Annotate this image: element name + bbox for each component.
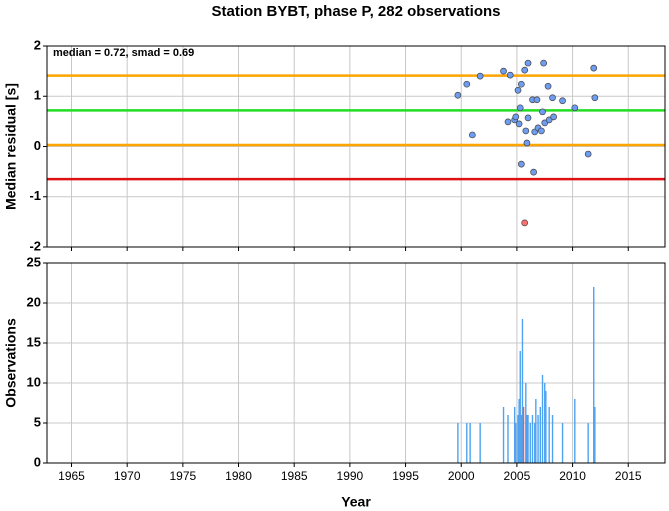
point bbox=[504, 118, 512, 126]
x-tick-label: 1985 bbox=[281, 469, 308, 483]
point bbox=[530, 168, 537, 176]
point bbox=[521, 66, 529, 74]
x-tick-label: 2015 bbox=[615, 469, 642, 483]
point bbox=[514, 86, 522, 94]
x-tick-label: 2010 bbox=[559, 469, 586, 483]
point bbox=[515, 120, 523, 128]
x-tick-label: 2005 bbox=[504, 469, 531, 483]
y-tick-label: -2 bbox=[29, 238, 41, 253]
x-tick-label: 1980 bbox=[225, 469, 252, 483]
x-tick-label: 1995 bbox=[392, 469, 419, 483]
y-tick-label: 10 bbox=[27, 374, 41, 389]
point bbox=[584, 150, 592, 158]
chart-title: Station BYBT, phase P, 282 observations bbox=[212, 3, 501, 20]
point bbox=[454, 91, 462, 99]
point bbox=[559, 97, 566, 105]
point bbox=[476, 72, 484, 80]
point bbox=[540, 59, 547, 67]
point bbox=[521, 219, 529, 227]
y-tick-label: 0 bbox=[34, 138, 41, 153]
y-tick-label: 1 bbox=[34, 88, 41, 103]
point bbox=[523, 139, 531, 147]
y-tick-label: 2 bbox=[34, 37, 41, 52]
point bbox=[538, 127, 545, 135]
y-tick-label: 15 bbox=[27, 334, 41, 349]
point bbox=[539, 108, 546, 116]
x-tick-label: 1970 bbox=[114, 469, 141, 483]
y-tick-label: 5 bbox=[34, 414, 41, 429]
point bbox=[544, 82, 552, 90]
x-axis-label: Year bbox=[341, 494, 371, 510]
point bbox=[591, 94, 599, 102]
point bbox=[463, 80, 471, 88]
x-tick-label: 1990 bbox=[337, 469, 364, 483]
point bbox=[518, 160, 525, 168]
point bbox=[522, 127, 530, 135]
point bbox=[516, 104, 524, 112]
point bbox=[550, 113, 557, 121]
x-tick-label: 2000 bbox=[448, 469, 475, 483]
point bbox=[524, 114, 532, 122]
point bbox=[506, 71, 514, 79]
plot-frame bbox=[46, 262, 666, 464]
y-tick-label: -1 bbox=[29, 188, 41, 203]
x-tick-label: 1975 bbox=[169, 469, 196, 483]
x-tick-label: 1965 bbox=[58, 469, 85, 483]
point bbox=[512, 113, 520, 121]
point bbox=[571, 104, 579, 112]
point bbox=[549, 94, 556, 102]
point bbox=[518, 80, 525, 88]
y-tick-label: 0 bbox=[34, 454, 41, 469]
y-axis-label: Observations bbox=[3, 318, 19, 408]
annotation: median = 0.72, smad = 0.69 bbox=[53, 47, 194, 59]
point bbox=[590, 64, 598, 72]
y-tick-label: 20 bbox=[27, 294, 41, 309]
point bbox=[469, 131, 476, 139]
plot-frame bbox=[46, 45, 666, 248]
y-axis-label: Median residual [s] bbox=[3, 83, 19, 210]
point bbox=[500, 67, 507, 75]
y-tick-label: 25 bbox=[27, 254, 41, 269]
point bbox=[533, 96, 541, 104]
point bbox=[524, 59, 532, 67]
